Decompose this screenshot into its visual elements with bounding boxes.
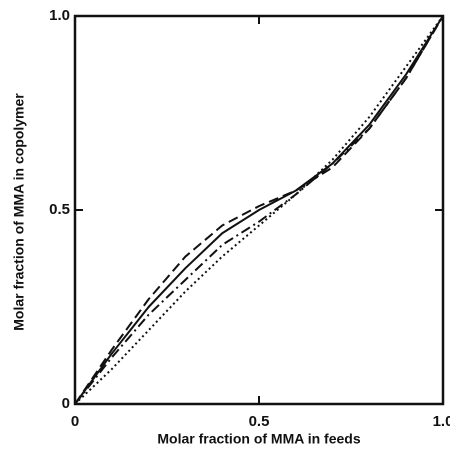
y-tick-label: 1.0	[49, 7, 70, 24]
x-tick-label: 1.0	[433, 413, 450, 430]
line-series	[74, 15, 444, 405]
x-tick-label: 0.5	[249, 413, 270, 430]
line-series	[74, 15, 444, 405]
line-series	[74, 15, 444, 405]
line-series	[74, 15, 444, 405]
x-tick-label: 0	[71, 413, 79, 430]
x-axis-label: Molar fraction of MMA in feeds	[157, 431, 360, 447]
y-axis-label: Molar fraction of MMA in copolymer	[11, 93, 27, 331]
y-tick-label: 0	[62, 395, 70, 412]
y-tick-label: 0.5	[49, 201, 70, 218]
